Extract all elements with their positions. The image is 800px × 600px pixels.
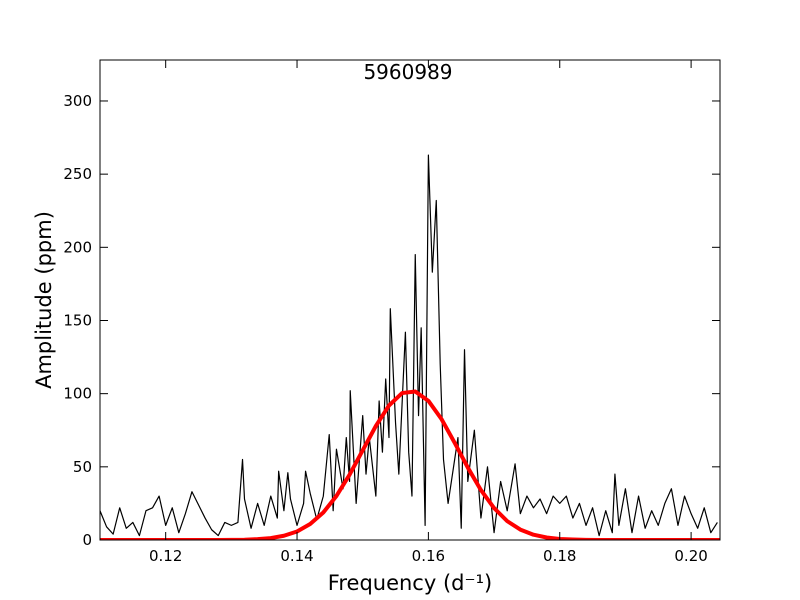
y-tick-label: 300 [63, 92, 92, 110]
y-tick-label: 0 [82, 531, 92, 549]
x-axis-label: Frequency (d⁻¹) [328, 571, 492, 595]
y-axis-label: Amplitude (ppm) [32, 211, 56, 389]
y-tick-label: 50 [73, 458, 92, 476]
chart-title: 5960989 [363, 60, 452, 84]
x-tick-label: 0.16 [412, 547, 445, 565]
data-line [100, 389, 720, 540]
y-tick-label: 200 [63, 238, 92, 256]
x-tick-label: 0.20 [674, 547, 707, 565]
data-line [100, 154, 718, 537]
y-tick-label: 100 [63, 385, 92, 403]
y-tick-label: 250 [63, 165, 92, 183]
x-tick-label: 0.14 [280, 547, 313, 565]
y-tick-label: 150 [63, 311, 92, 329]
x-tick-label: 0.18 [543, 547, 576, 565]
plot-frame [99, 59, 721, 541]
x-tick-label: 0.12 [149, 547, 182, 565]
